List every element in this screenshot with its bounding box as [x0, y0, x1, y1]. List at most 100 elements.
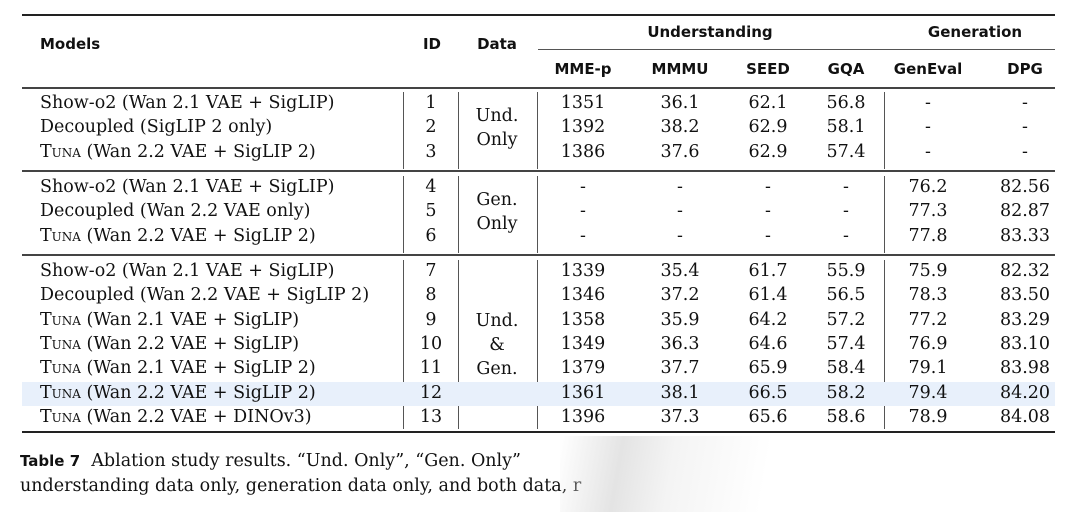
- model-config: (Wan 2.2 VAE + SigLIP 2): [80, 225, 316, 246]
- cell-dpg: 84.08: [999, 406, 1051, 427]
- cell-dpg: 84.20: [999, 382, 1051, 403]
- model-name: Decoupled (Wan 2.2 VAE + SigLIP 2): [40, 285, 369, 305]
- table-row: Tuna (Wan 2.2 VAE + SigLIP) 10 1349 36.3 64.…: [0, 333, 1080, 357]
- cell-seed: -: [765, 225, 771, 246]
- cell-geneval: 78.3: [908, 285, 948, 306]
- cell-dpg: 83.50: [999, 285, 1051, 306]
- cell-seed: 61.7: [748, 261, 788, 281]
- row-id: 1: [425, 93, 437, 113]
- caption-line-2: understanding data only, generation data…: [20, 476, 582, 496]
- cell-gqa: 58.4: [826, 358, 866, 379]
- cell-mme-p: -: [580, 177, 586, 197]
- cell-geneval: 79.4: [908, 382, 948, 403]
- model-name: Tuna (Wan 2.2 VAE + SigLIP 2): [40, 226, 316, 246]
- cell-dpg: 82.32: [999, 261, 1051, 281]
- row-id: 10: [419, 333, 443, 354]
- column-divider: [884, 92, 886, 169]
- column-divider: [537, 260, 539, 429]
- column-divider: [537, 92, 539, 169]
- row-id: 4: [425, 177, 437, 197]
- model-name: Show-o2 (Wan 2.1 VAE + SigLIP): [40, 177, 334, 197]
- table-row: Tuna (Wan 2.2 VAE + SigLIP 2) 6 - - - - 77.8 83…: [0, 225, 1080, 249]
- column-divider: [403, 92, 405, 169]
- cell-gqa: 57.2: [826, 309, 866, 330]
- header-dpg: DPG: [1007, 60, 1043, 78]
- header-data: Data: [477, 35, 517, 53]
- cell-mme-p: 1339: [560, 261, 606, 281]
- cell-seed: -: [765, 201, 771, 222]
- row-id: 5: [425, 201, 437, 222]
- cell-gqa: -: [843, 177, 849, 197]
- model-prefix: Show-o2: [40, 261, 117, 281]
- row-id: 2: [425, 117, 437, 138]
- model-name: Decoupled (SigLIP 2 only): [40, 117, 272, 137]
- data-label-line: Und.: [475, 311, 519, 332]
- cell-gqa: -: [843, 225, 849, 246]
- table-row: Tuna (Wan 2.1 VAE + SigLIP) 9 1358 35.9 64.2…: [0, 309, 1080, 333]
- cell-mme-p: 1349: [560, 333, 606, 354]
- row-id: 6: [425, 225, 437, 246]
- cell-mme-p: 1396: [560, 406, 606, 427]
- data-group-label: Und. Only: [462, 104, 532, 152]
- cell-seed: 65.9: [748, 358, 788, 379]
- data-label-line: Only: [476, 214, 518, 235]
- cell-dpg: -: [1022, 93, 1028, 113]
- data-label-line: &: [489, 335, 505, 356]
- model-name: Show-o2 (Wan 2.1 VAE + SigLIP): [40, 261, 334, 281]
- table-row: Tuna (Wan 2.2 VAE + SigLIP 2) 12 1361 38.1 6…: [22, 381, 1055, 406]
- model-prefix: Tuna: [40, 225, 81, 246]
- cell-gqa: 56.5: [826, 285, 866, 306]
- data-label-line: Gen.: [476, 190, 518, 211]
- cell-mme-p: -: [580, 201, 586, 222]
- model-config: (Wan 2.2 VAE + DINOv3): [80, 406, 312, 427]
- data-label-line: Gen.: [476, 359, 518, 380]
- table-row: Show-o2 (Wan 2.1 VAE + SigLIP) 4 - - - - 76.2 8…: [0, 176, 1080, 200]
- model-name: Decoupled (Wan 2.2 VAE only): [40, 201, 310, 221]
- cell-dpg: 83.98: [999, 358, 1051, 379]
- cell-gqa: 56.8: [826, 93, 866, 113]
- cell-mmmu: 36.1: [660, 93, 700, 113]
- cell-geneval: 79.1: [908, 358, 948, 379]
- model-config: (Wan 2.2 VAE + SigLIP): [80, 333, 300, 354]
- model-config: (Wan 2.2 VAE + SigLIP 2): [80, 382, 316, 403]
- cell-mme-p: -: [580, 225, 586, 246]
- top-rule: [22, 14, 1055, 16]
- table-row: Show-o2 (Wan 2.1 VAE + SigLIP) 1 1351 36.1 6…: [0, 92, 1080, 116]
- cell-gqa: 57.4: [826, 333, 866, 354]
- cell-dpg: -: [1022, 141, 1028, 162]
- model-name: Tuna (Wan 2.2 VAE + SigLIP 2): [40, 142, 316, 162]
- model-prefix: Show-o2: [40, 177, 117, 197]
- cell-mme-p: 1358: [560, 309, 606, 330]
- column-divider: [884, 260, 886, 429]
- cell-dpg: 83.29: [999, 309, 1051, 330]
- cell-geneval: 75.9: [908, 261, 948, 281]
- cell-mmmu: -: [677, 225, 683, 246]
- row-id: 8: [425, 285, 437, 306]
- table-row: Decoupled (Wan 2.2 VAE only) 5 - - - - 77.3 82.…: [0, 200, 1080, 224]
- model-config: (Wan 2.1 VAE + SigLIP): [116, 261, 335, 281]
- model-prefix: Tuna: [40, 382, 81, 403]
- model-name: Tuna (Wan 2.1 VAE + SigLIP): [40, 310, 299, 330]
- cell-mmmu: 37.3: [660, 406, 700, 427]
- group-rule: [22, 254, 1055, 256]
- header-understanding: Understanding: [647, 23, 773, 41]
- header-models: Models: [40, 35, 101, 53]
- cell-geneval: -: [925, 93, 931, 113]
- cell-gqa: 58.2: [826, 382, 866, 403]
- column-divider: [458, 176, 460, 253]
- cell-mme-p: 1392: [560, 117, 606, 138]
- cell-gqa: 57.4: [826, 141, 866, 162]
- caption-line-1: Table 7 Ablation study results. “Und. On…: [20, 451, 521, 471]
- model-name: Tuna (Wan 2.1 VAE + SigLIP 2): [40, 358, 316, 378]
- table-row: Tuna (Wan 2.2 VAE + DINOv3) 13 1396 37.3 65.…: [0, 406, 1080, 430]
- column-divider: [537, 176, 539, 253]
- bottom-rule: [22, 431, 1055, 433]
- cell-mme-p: 1351: [560, 93, 606, 113]
- row-id: 9: [425, 309, 437, 330]
- table-row: Tuna (Wan 2.1 VAE + SigLIP 2) 11 1379 37.7 6…: [0, 357, 1080, 381]
- cell-mmmu: -: [677, 177, 683, 197]
- header-gqa: GQA: [827, 60, 865, 78]
- row-id: 12: [419, 382, 443, 403]
- page-fade-overlay: [560, 436, 1080, 512]
- row-id: 3: [425, 141, 437, 162]
